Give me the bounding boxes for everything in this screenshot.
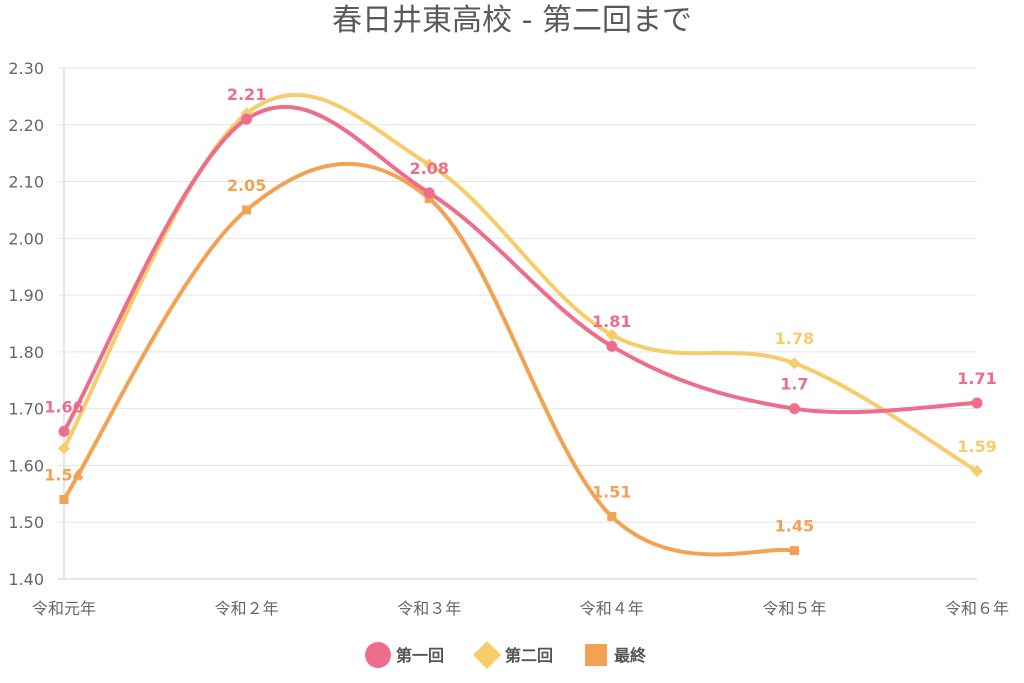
data-label: 1.71: [957, 369, 996, 388]
data-label: 1.59: [957, 437, 996, 456]
data-label: 1.54: [44, 466, 83, 485]
y-tick-label: 1.90: [8, 286, 44, 305]
data-label: 1.81: [592, 312, 631, 331]
data-label: 2.05: [227, 176, 266, 195]
x-tick-label: 令和６年: [945, 599, 1009, 618]
chart-title: 春日井東高校 - 第二回まで: [332, 3, 692, 38]
series-line-2: [62, 92, 979, 474]
x-axis-ticks: 令和元年 令和２年 令和３年 令和４年 令和５年 令和６年: [32, 599, 1009, 618]
gridlines: [58, 67, 977, 580]
legend: 第一回 第二回 最終: [365, 641, 647, 669]
data-point-square: [607, 512, 617, 522]
data-point-circle: [241, 113, 253, 125]
data-point-diamond: [971, 465, 983, 478]
legend-circle-icon: [365, 642, 391, 668]
data-point-circle: [606, 340, 618, 352]
y-tick-label: 2.30: [8, 59, 44, 78]
series-markers: [58, 107, 983, 556]
data-point-square: [59, 495, 69, 505]
y-tick-label: 1.50: [8, 513, 44, 532]
y-tick-label: 1.70: [8, 400, 44, 419]
data-label: 1.7: [780, 375, 808, 394]
x-tick-label: 令和３年: [397, 599, 461, 618]
data-point-circle: [58, 425, 70, 437]
x-tick-label: 令和元年: [32, 599, 96, 618]
data-point-circle: [971, 397, 983, 409]
legend-diamond-icon: [473, 641, 501, 669]
x-tick-label: 令和２年: [215, 599, 279, 618]
data-point-square: [789, 546, 799, 556]
data-point-square: [424, 194, 434, 204]
series-line-3: [62, 161, 797, 557]
legend-label: 第二回: [505, 646, 553, 665]
y-tick-label: 1.40: [8, 570, 44, 589]
data-point-circle: [788, 403, 800, 415]
data-point-diamond: [788, 357, 801, 370]
y-tick-label: 2.00: [8, 229, 44, 248]
data-point-square: [242, 205, 252, 215]
data-label: 1.78: [775, 329, 814, 348]
y-tick-label: 1.80: [8, 343, 44, 362]
y-tick-label: 1.60: [8, 456, 44, 475]
data-point-diamond: [605, 328, 618, 341]
data-label: 2.08: [409, 159, 448, 178]
data-labels: 1.66 2.21 2.08 1.81 1.7 1.71 1.78 1.59 1.54 2.05 1…: [44, 85, 996, 536]
y-axis-ticks: 1.40 1.50 1.60 1.70 1.80 1.90 2.00 2.10 2.20 2.30: [8, 59, 44, 589]
legend-label: 最終: [614, 646, 647, 665]
series-lines: [62, 92, 979, 557]
data-label: 1.51: [592, 483, 631, 502]
y-tick-label: 2.20: [8, 116, 44, 135]
data-label: 1.45: [775, 517, 814, 536]
data-point-diamond: [58, 442, 70, 455]
data-point-diamond: [423, 158, 436, 171]
data-point-circle: [423, 187, 435, 199]
data-label: 1.66: [44, 397, 83, 416]
data-label: 2.21: [227, 85, 266, 104]
y-tick-label: 2.10: [8, 173, 44, 192]
x-tick-label: 令和４年: [580, 599, 644, 618]
legend-label: 第一回: [396, 646, 444, 665]
legend-square-icon: [585, 644, 607, 666]
x-tick-label: 令和５年: [762, 599, 826, 618]
